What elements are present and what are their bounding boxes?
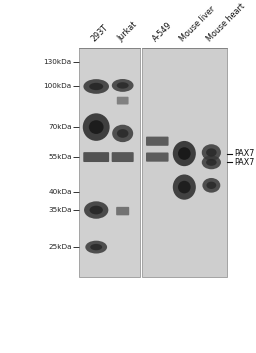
Text: Mouse heart: Mouse heart	[205, 2, 247, 43]
Text: 293T: 293T	[90, 23, 110, 43]
Ellipse shape	[84, 201, 108, 219]
FancyBboxPatch shape	[79, 48, 140, 277]
Text: PAX7: PAX7	[234, 158, 254, 167]
Text: Mouse liver: Mouse liver	[178, 5, 217, 43]
Text: 100kDa: 100kDa	[44, 84, 72, 89]
Ellipse shape	[202, 178, 220, 193]
Ellipse shape	[178, 181, 191, 193]
Ellipse shape	[206, 148, 217, 157]
FancyBboxPatch shape	[112, 152, 134, 162]
FancyBboxPatch shape	[117, 97, 129, 104]
Ellipse shape	[173, 141, 196, 166]
Ellipse shape	[112, 125, 133, 142]
Text: A-549: A-549	[151, 20, 174, 43]
FancyBboxPatch shape	[146, 152, 168, 162]
Text: 130kDa: 130kDa	[44, 59, 72, 65]
FancyBboxPatch shape	[146, 137, 168, 146]
Ellipse shape	[89, 83, 103, 90]
Ellipse shape	[90, 244, 102, 250]
FancyBboxPatch shape	[116, 207, 129, 215]
Ellipse shape	[117, 82, 129, 89]
Ellipse shape	[89, 120, 104, 134]
FancyBboxPatch shape	[83, 152, 109, 162]
Text: Jurkat: Jurkat	[116, 20, 139, 43]
Ellipse shape	[90, 206, 103, 214]
Ellipse shape	[83, 113, 110, 141]
Text: 40kDa: 40kDa	[48, 190, 72, 195]
Ellipse shape	[206, 159, 217, 166]
Text: PAX7: PAX7	[234, 149, 254, 158]
Ellipse shape	[83, 79, 109, 94]
Text: 25kDa: 25kDa	[48, 244, 72, 250]
Ellipse shape	[112, 79, 134, 92]
Text: 70kDa: 70kDa	[48, 124, 72, 130]
Ellipse shape	[202, 155, 221, 169]
Text: 55kDa: 55kDa	[48, 154, 72, 160]
Ellipse shape	[117, 129, 129, 138]
Ellipse shape	[85, 241, 107, 253]
Ellipse shape	[202, 144, 221, 161]
Text: 35kDa: 35kDa	[48, 207, 72, 213]
Ellipse shape	[206, 182, 216, 189]
Ellipse shape	[178, 147, 191, 160]
Ellipse shape	[173, 174, 196, 200]
FancyBboxPatch shape	[142, 48, 227, 277]
